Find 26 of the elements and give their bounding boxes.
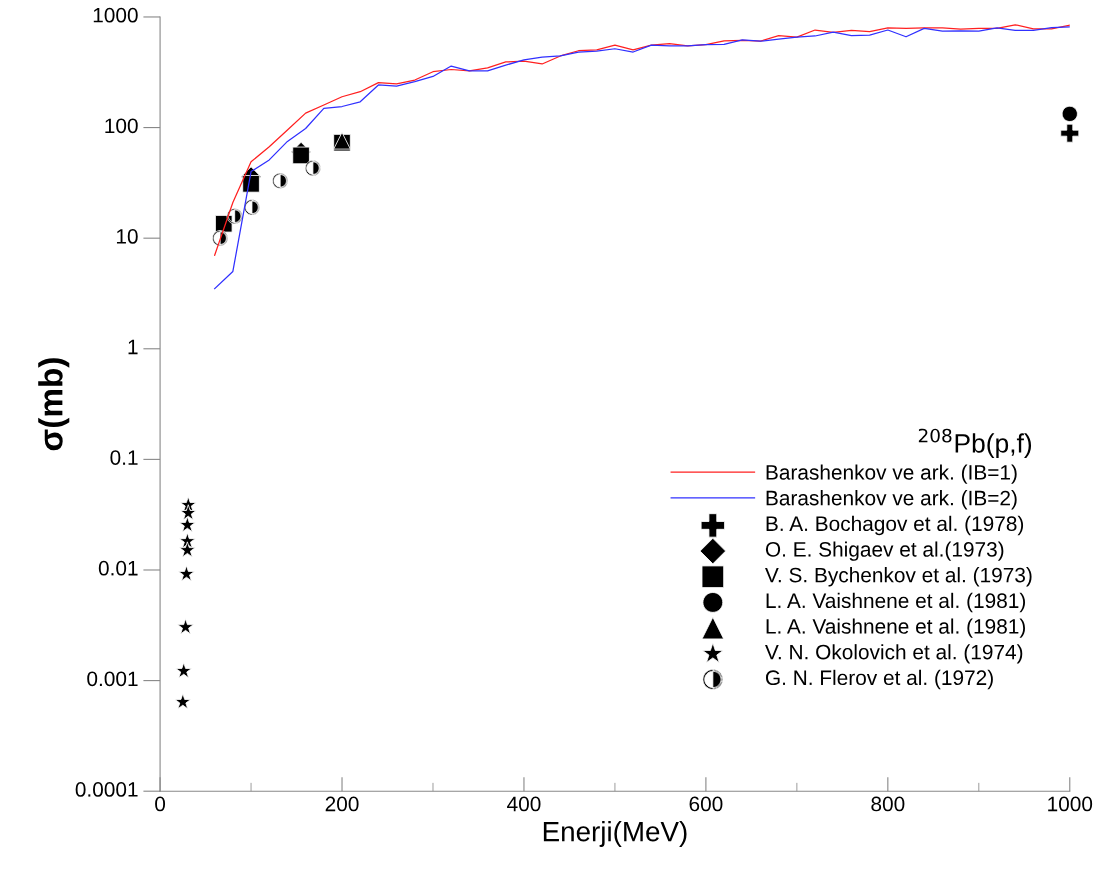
legend-title: $^{208}$Pb(p,f): [918, 428, 1032, 458]
legend-label: V. S. Bychenkov et al. (1973): [765, 567, 1032, 587]
y-tick-label: 10: [116, 229, 138, 244]
legend-label: Barashenkov ve ark. (IB=1): [766, 464, 1017, 484]
legend-label: L. A. Vaishnene et al. (1981): [766, 592, 1026, 613]
y-axis-title: σ(mb): [38, 358, 70, 451]
legend-label: V. N. Okolovich et al. (1974): [765, 644, 1023, 664]
x-axis-title: Enerji(MeV): [543, 821, 687, 847]
x-tick-label: 0: [155, 796, 166, 812]
x-tick-label: 1000: [1048, 796, 1093, 812]
x-tick-label: 800: [871, 796, 905, 812]
y-tick-label: 1: [128, 339, 138, 355]
y-tick-label: 0.1: [110, 450, 138, 465]
legend-label: L. A. Vaishnene et al. (1981): [766, 618, 1026, 638]
legend-label: O. E. Shigaev et al.(1973): [765, 541, 1004, 561]
y-tick-label: 0.001: [87, 671, 138, 687]
legend-label: B. A. Bochagov et al. (1978): [766, 515, 1024, 536]
legend-label: Barashenkov ve ark. (IB=2): [766, 490, 1017, 510]
x-tick-label: 600: [689, 796, 723, 812]
y-tick-label: 0.01: [98, 560, 138, 576]
y-tick-label: 0.0001: [75, 782, 138, 797]
y-tick-label: 1000: [93, 7, 138, 23]
x-tick-label: 400: [507, 796, 541, 812]
legend-label: G. N. Flerov et al. (1972): [765, 669, 993, 690]
y-tick-label: 100: [105, 118, 138, 134]
x-tick-label: 200: [325, 796, 359, 812]
